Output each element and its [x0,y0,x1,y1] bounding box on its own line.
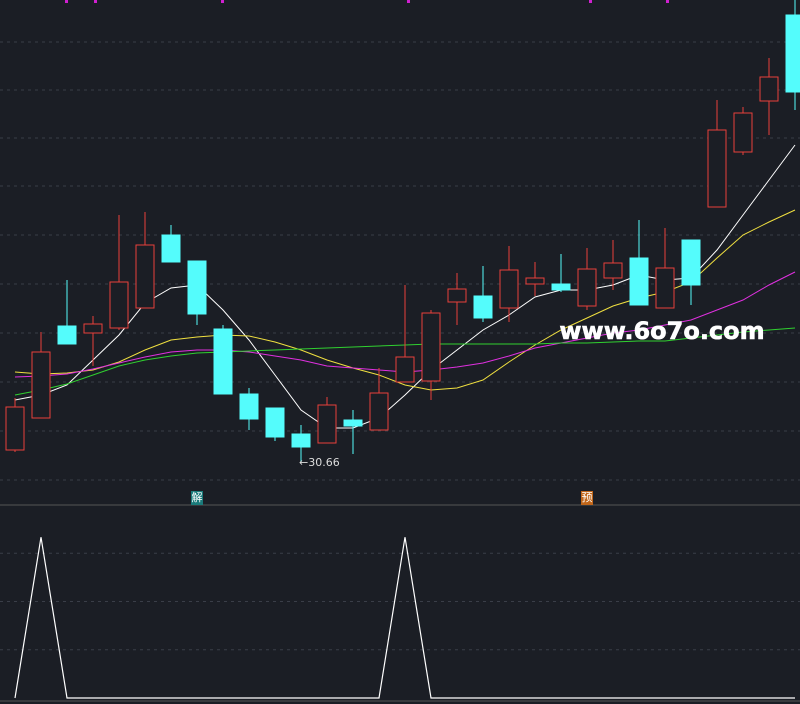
candle-body [135,244,155,309]
candle-body [447,288,467,303]
candle-body [499,269,519,309]
candle-body [707,129,727,208]
candle-body [785,14,800,93]
candle-body [577,268,597,307]
candle-body [369,392,389,431]
candle-body [343,419,363,427]
candle-body [395,356,415,383]
candle-body [603,262,623,279]
signal-badge [581,491,593,505]
candle-body [109,281,129,329]
signal-line [14,537,795,699]
candle-body [629,257,649,306]
candle-body [187,260,207,315]
top-indicator-dots [65,0,669,3]
candle-body [733,112,753,153]
candle-body [681,239,701,286]
candle-body [5,406,25,451]
candle-body [161,234,181,263]
candle-body [525,277,545,285]
candle-body [57,325,77,345]
candle-body [239,393,259,420]
candle-body [265,407,285,438]
candle-body [473,295,493,319]
signal-badge [191,491,203,505]
watermark: www.6o7o.com [559,317,764,345]
candle-body [421,312,441,382]
candle-body [759,76,779,102]
signal-label: 解 [192,490,203,504]
candle-body [83,323,103,334]
signal-label: 预 [582,491,593,504]
candle-body [655,267,675,309]
candle-body [213,328,233,395]
candle-body [317,404,337,444]
candle-body [31,351,51,419]
candle-body [291,433,311,448]
low-price-label: ←30.66 [299,456,340,469]
candle-body [551,283,571,291]
